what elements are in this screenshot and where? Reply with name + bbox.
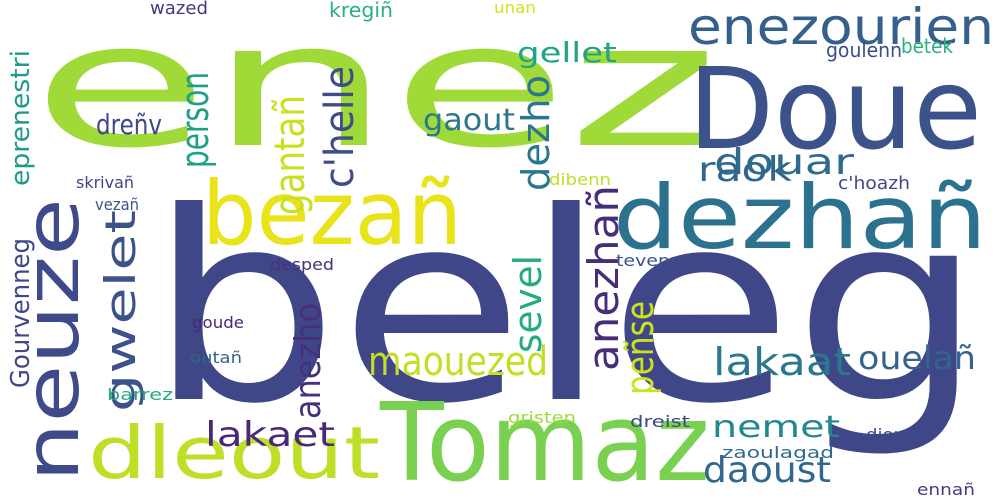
word-gaout: gaout — [423, 103, 515, 138]
word-zaoulagad: zaoulagad — [722, 443, 834, 462]
word-kregiñ: kregiñ — [329, 0, 393, 22]
word-dezhañ: dezhañ — [613, 166, 987, 269]
word-doue: Doue — [688, 45, 982, 175]
word-gantañ: gantañ — [265, 95, 314, 215]
word-ouelañ: ouelañ — [858, 339, 976, 377]
word-betek: betek — [901, 34, 953, 58]
word-vezañ: vezañ — [95, 195, 139, 214]
word-person: person — [173, 72, 217, 168]
word-gourvenneg: Gourvenneg — [6, 238, 36, 388]
word-goulenn: goulenn — [826, 38, 902, 62]
word-peñse: peñse — [618, 301, 662, 395]
word-outañ: outañ — [190, 348, 242, 367]
word-skrivañ: skrivañ — [76, 173, 134, 192]
word-maouezed: maouezed — [368, 339, 548, 385]
word-tomaz: Tomaz — [380, 381, 710, 500]
word-c-helle: c'helle — [317, 66, 363, 188]
word-gristen: gristen — [508, 408, 576, 427]
word-enez: enez — [32, 0, 719, 186]
word-enezourien: enezourien — [688, 0, 994, 56]
word-dreist: dreist — [630, 412, 690, 431]
word-dreñv: dreñv — [96, 108, 162, 141]
word-anezho: anezho — [288, 303, 329, 419]
word-tevenn: tevenn — [616, 251, 682, 270]
word-nemet: nemet — [712, 410, 840, 445]
word-barrez: barrez — [107, 385, 173, 404]
word-eprenestri: eprenestri — [6, 49, 36, 186]
word-douar: douar — [714, 142, 854, 183]
word-desped: desped — [270, 255, 334, 274]
word-ennañ: ennañ — [917, 480, 975, 499]
word-bezañ: bezañ — [202, 162, 462, 265]
word-unan: unan — [494, 0, 536, 17]
word-lakaat: lakaat — [713, 340, 851, 384]
word-goude: goude — [192, 313, 244, 332]
word-wazed: wazed — [150, 0, 208, 19]
word-gellet: gellet — [517, 36, 617, 69]
word-dibenn: dibenn — [549, 170, 611, 189]
word-sevel: sevel — [506, 255, 550, 353]
word-diouzh: diouzh — [866, 425, 926, 444]
word-c-hoazh: c'hoazh — [838, 173, 910, 194]
word-daoust: daoust — [703, 450, 831, 491]
word-lakaet: lakaet — [205, 415, 335, 455]
word-gwelet: gwelet — [96, 210, 145, 412]
word-beleg: beleg — [148, 156, 984, 461]
word-dleout: dleout — [88, 411, 380, 495]
word-raok: raok — [698, 150, 792, 190]
